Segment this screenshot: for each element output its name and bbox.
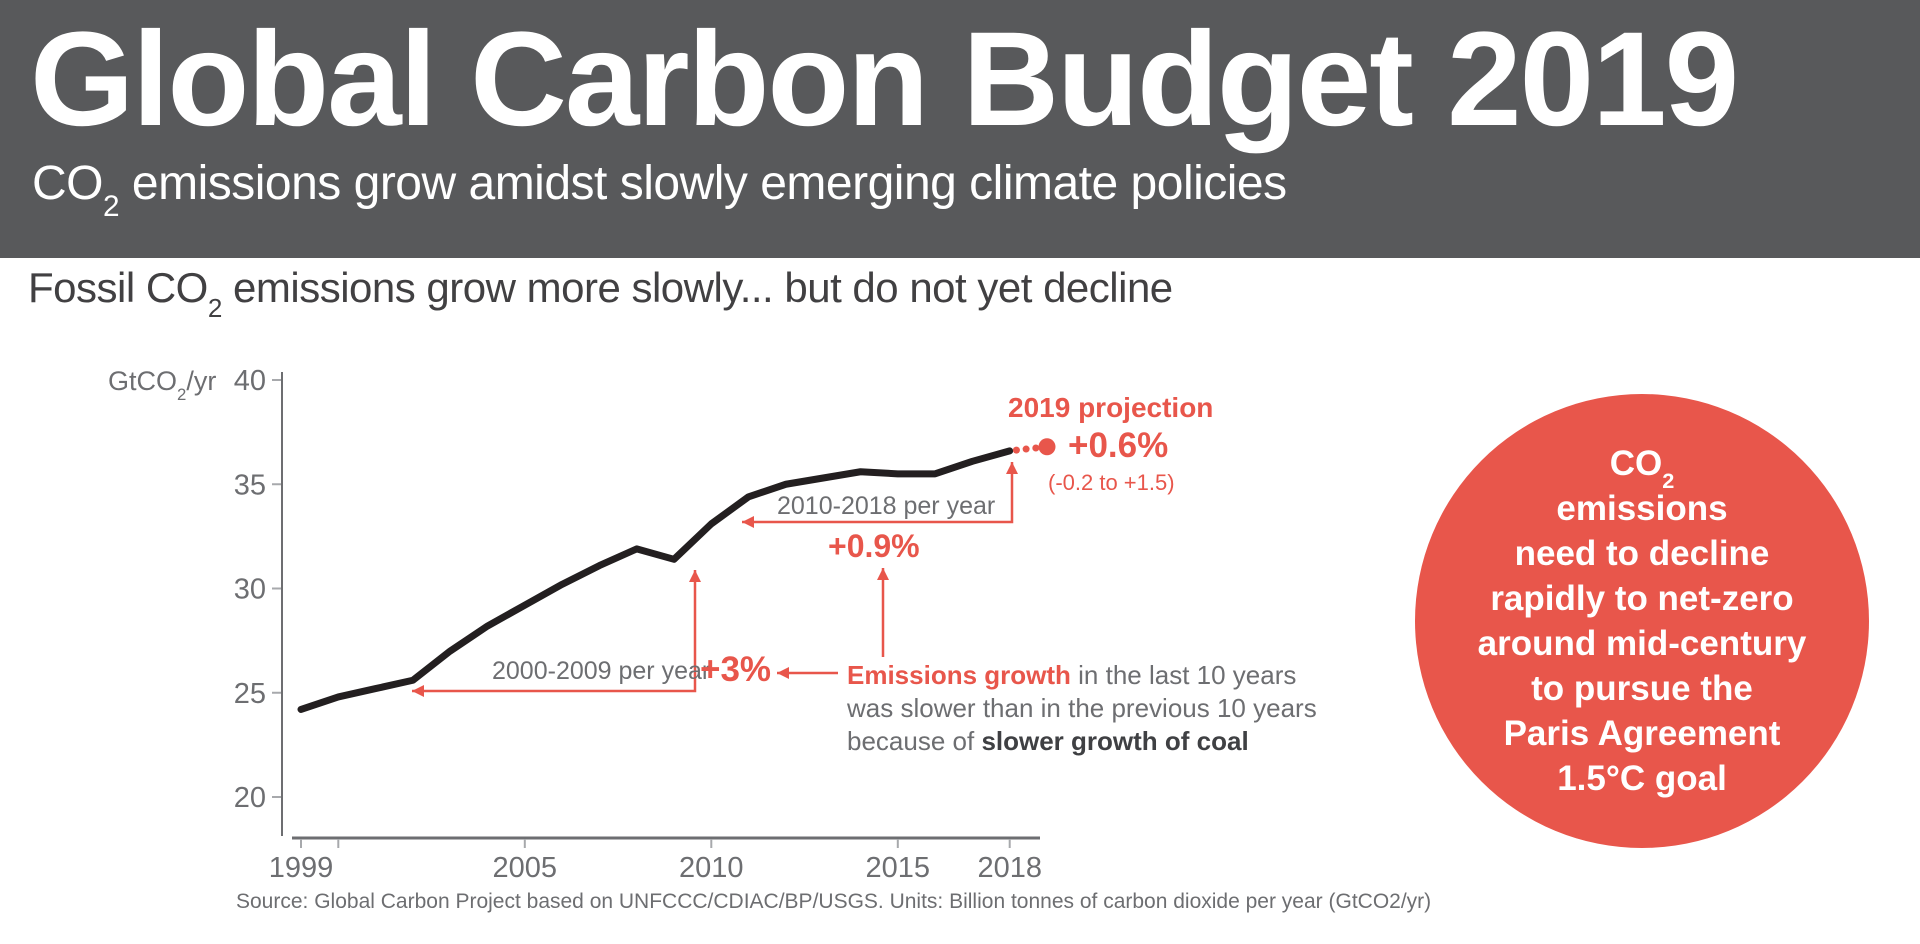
explanation-text: Emissions growth in the last 10 years wa… xyxy=(847,659,1317,758)
chart-heading-prefix: Fossil CO xyxy=(28,264,208,311)
y-axis-unit-subscript: 2 xyxy=(177,385,187,405)
explanation-line-3: because of slower growth of coal xyxy=(847,725,1317,758)
growth-rate-2010-2018: +0.9% xyxy=(828,528,920,564)
arrow-to-rate-recent-arrowhead xyxy=(877,568,889,580)
chart-heading-subscript: 2 xyxy=(207,293,222,324)
bracket-2010-2018-arrowhead xyxy=(1006,462,1018,474)
y-tick-label: 35 xyxy=(234,469,266,501)
y-axis-unit-label: GtCO2/yr xyxy=(108,366,217,403)
circle-line-co2: CO2 xyxy=(1609,441,1675,491)
header-subtitle-rest: emissions grow amidst slowly emerging cl… xyxy=(119,157,1287,210)
x-tick-label: 2018 xyxy=(977,852,1042,884)
circle-line: around mid-century xyxy=(1477,624,1807,663)
projection-uncertainty-range: (-0.2 to +1.5) xyxy=(1048,470,1175,495)
y-tick-label: 40 xyxy=(234,365,266,397)
explanation-line-3-prefix: because of xyxy=(847,726,982,756)
y-axis-unit-prefix: GtCO xyxy=(108,366,178,396)
key-message-circle: CO2 emissions need to decline rapidly to… xyxy=(1415,394,1869,848)
circle-line: Paris Agreement xyxy=(1503,714,1781,753)
explanation-emphasis-dark: slower growth of coal xyxy=(981,726,1249,756)
period-2010-2018-label: 2010-2018 per year xyxy=(777,492,996,520)
circle-line: emissions xyxy=(1556,489,1728,528)
bracket-2000-2009 xyxy=(412,570,697,693)
x-tick-label: 1999 xyxy=(269,852,334,884)
source-note: Source: Global Carbon Project based on U… xyxy=(236,890,1432,913)
y-axis-unit-suffix: /yr xyxy=(186,366,217,396)
circle-line: 1.5°C goal xyxy=(1557,759,1727,798)
projection-growth-value: +0.6% xyxy=(1068,426,1169,465)
bracket-2010-2018 xyxy=(742,462,1014,524)
header-subtitle-subscript: 2 xyxy=(103,190,120,224)
explanation-line-2: was slower than in the previous 10 years xyxy=(847,693,1317,723)
y-tick-label: 25 xyxy=(234,678,266,710)
y-tick-label: 30 xyxy=(234,574,266,606)
circle-line: need to decline xyxy=(1514,534,1770,573)
chart-heading: Fossil CO2 emissions grow more slowly...… xyxy=(28,264,1173,321)
x-tick-label: 2010 xyxy=(679,852,744,884)
header-subtitle: CO2 emissions grow amidst slowly emergin… xyxy=(32,156,1287,222)
x-tick-label: 2005 xyxy=(493,852,558,884)
header-banner: Global Carbon Budget 2019 CO2 emissions … xyxy=(0,0,1920,258)
page-title: Global Carbon Budget 2019 xyxy=(30,5,1739,154)
circle-line: rapidly to net-zero xyxy=(1490,579,1794,618)
projection-label: 2019 projection xyxy=(1008,392,1214,423)
projection-dotted-segment xyxy=(1032,444,1040,452)
circle-line: to pursue the xyxy=(1531,669,1753,708)
explanation-line-1: Emissions growth in the last 10 years xyxy=(847,659,1317,692)
bracket-2010-2018-arrowhead xyxy=(742,516,754,528)
bracket-2000-2009-arrowhead xyxy=(412,685,424,697)
chart-heading-rest: emissions grow more slowly... but do not… xyxy=(221,264,1173,311)
period-2000-2009-label: 2000-2009 per year xyxy=(492,657,711,685)
circle-co2-prefix: CO xyxy=(1609,444,1663,483)
explanation-line-1-rest: in the last 10 years xyxy=(1070,660,1297,690)
projection-dotted-segment xyxy=(1022,445,1030,453)
header-subtitle-prefix: CO xyxy=(32,157,104,210)
circle-co2-subscript: 2 xyxy=(1662,467,1675,493)
y-tick-label: 20 xyxy=(234,782,266,814)
projection-dotted-segment xyxy=(1012,446,1020,454)
growth-rate-2000-2009: +3% xyxy=(700,650,772,689)
emissions-line xyxy=(297,447,1014,713)
bracket-2000-2009-arrowhead xyxy=(689,570,701,582)
explanation-emphasis-red: Emissions growth xyxy=(847,660,1071,690)
arrow-to-rate-previous-arrowhead xyxy=(777,667,789,679)
x-tick-label: 2015 xyxy=(866,852,931,884)
projection-dot xyxy=(1038,438,1056,456)
